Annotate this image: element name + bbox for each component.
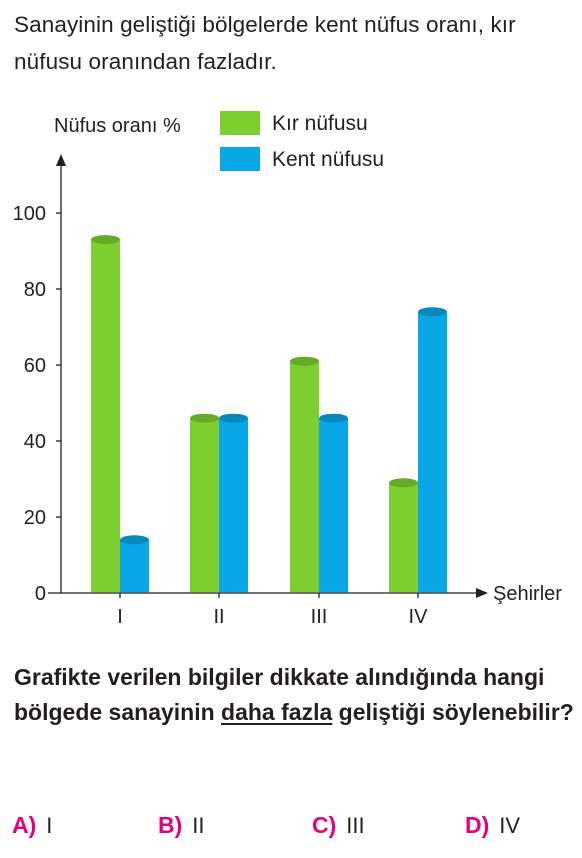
question-text: Grafikte verilen bilgiler dikkate alındı… — [14, 660, 574, 730]
answer-options: A) I B) II C) III D) IV — [0, 812, 582, 852]
legend-swatch-kir — [220, 111, 260, 135]
intro-text: Sanayinin geliştiği bölgelerde kent nüfu… — [14, 12, 516, 74]
bar-cap-kir — [290, 356, 319, 366]
question-part-2: geliştiği söylenebilir? — [332, 699, 574, 725]
option-a-value: I — [46, 813, 53, 838]
bar-cap-kent — [418, 307, 447, 317]
y-axis-title: Nüfus oranı % — [54, 115, 181, 137]
bar-cap-kent — [319, 413, 348, 423]
bar-kent — [319, 418, 348, 593]
option-d-letter: D) — [465, 812, 490, 838]
y-tick-label: 60 — [24, 355, 46, 377]
legend-swatch-kent — [220, 147, 260, 171]
y-axis-arrow-icon — [56, 154, 66, 166]
option-b-value: II — [192, 813, 205, 838]
bar-kir — [190, 418, 219, 593]
option-c-value: III — [346, 813, 365, 838]
x-axis-arrow-icon — [476, 588, 488, 598]
y-tick-label: 80 — [24, 279, 46, 301]
x-tick-label: IV — [409, 606, 429, 628]
bar-cap-kent — [120, 535, 149, 545]
bar-cap-kent — [219, 413, 248, 423]
bar-kent — [120, 539, 149, 593]
y-tick-label: 20 — [24, 507, 46, 529]
option-b-letter: B) — [158, 812, 183, 838]
bar-cap-kir — [190, 413, 219, 423]
question-emphasis: daha fazla — [221, 699, 333, 725]
option-a[interactable]: A) I — [12, 812, 52, 839]
x-axis-title: Şehirler — [493, 583, 562, 605]
x-tick-label: III — [311, 606, 328, 628]
bar-cap-kir — [389, 478, 418, 488]
y-tick-label: 0 — [35, 583, 46, 605]
y-tick-label: 100 — [13, 203, 46, 225]
option-d-value: IV — [499, 813, 521, 838]
y-tick-label: 40 — [24, 431, 46, 453]
bar-cap-kir — [91, 235, 120, 245]
question-part-1: Grafikte verilen bilgiler dikkate alındı… — [14, 664, 545, 725]
option-c[interactable]: C) III — [312, 812, 365, 839]
option-b[interactable]: B) II — [158, 812, 205, 839]
x-tick-label: II — [213, 606, 224, 628]
bar-kir — [290, 361, 319, 593]
bar-kir — [389, 482, 418, 593]
legend-label-kent: Kent nüfusu — [272, 148, 384, 171]
x-tick-label: I — [117, 606, 123, 628]
bar-kir — [91, 239, 120, 593]
legend-label-kir: Kır nüfusu — [272, 112, 368, 135]
bar-kent — [418, 311, 447, 593]
option-d[interactable]: D) IV — [465, 812, 520, 839]
option-c-letter: C) — [312, 812, 337, 838]
option-a-letter: A) — [12, 812, 37, 838]
bar-kent — [219, 418, 248, 593]
